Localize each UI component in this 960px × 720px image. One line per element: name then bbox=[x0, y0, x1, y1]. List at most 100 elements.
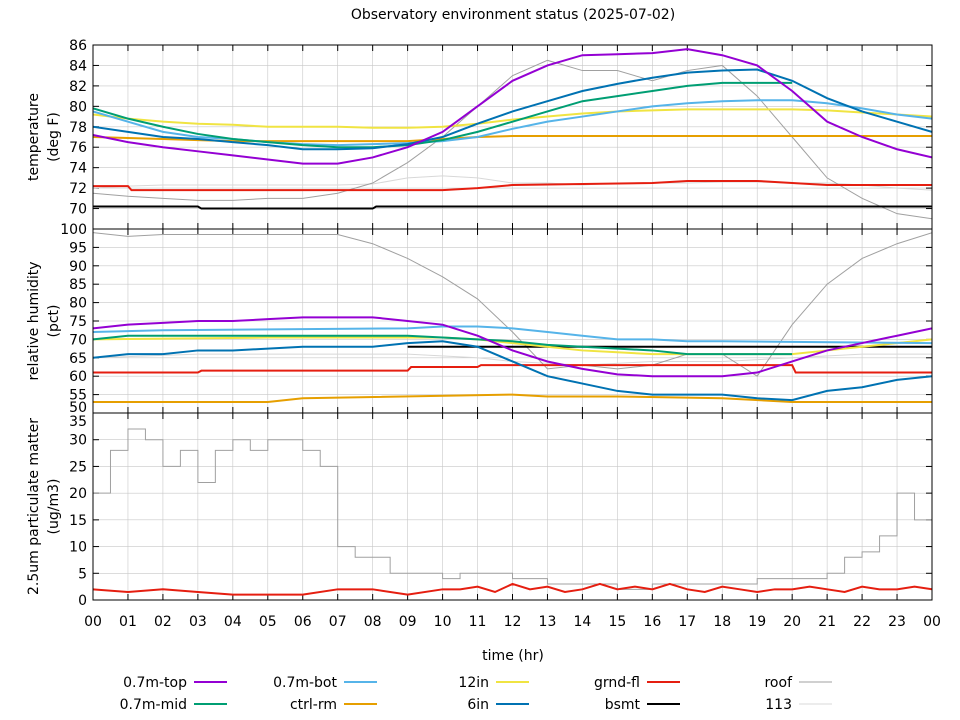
y-tick-label: 60 bbox=[69, 369, 87, 385]
legend-label: grnd-fl bbox=[594, 675, 640, 691]
series-line-07m-mid bbox=[93, 81, 793, 149]
x-tick-label: 13 bbox=[539, 614, 557, 630]
y-tick-label: 80 bbox=[69, 296, 87, 312]
legend-item: 12in bbox=[458, 675, 529, 691]
y-tick-label: 15 bbox=[69, 513, 87, 529]
y-axis-label: (ug/m3) bbox=[46, 479, 62, 535]
y-tick-label: 20 bbox=[69, 486, 87, 502]
y-tick-label: 100 bbox=[60, 222, 87, 238]
x-tick-label: 01 bbox=[119, 614, 137, 630]
legend-label: ctrl-rm bbox=[290, 697, 337, 713]
legend-item: 0.7m-top bbox=[123, 675, 227, 691]
legend: 0.7m-top 0.7m-mid 0.7m-bot ctrl-rm 12in 6in gr… bbox=[120, 675, 832, 713]
series-line-ctrl-rm bbox=[93, 393, 932, 403]
series-line-07m-bot bbox=[93, 325, 932, 345]
y-tick-label: 80 bbox=[69, 99, 87, 115]
x-tick-label: 04 bbox=[224, 614, 242, 630]
x-tick-label: 03 bbox=[189, 614, 207, 630]
y-tick-label: 65 bbox=[69, 351, 87, 367]
legend-label: 113 bbox=[765, 697, 792, 713]
series-line-bsmt bbox=[93, 205, 932, 210]
y-tick-label: 76 bbox=[69, 140, 87, 156]
legend-label: 0.7m-mid bbox=[120, 697, 187, 713]
series-line-roof bbox=[93, 59, 932, 220]
legend-item: bsmt bbox=[605, 697, 680, 713]
legend-item: grnd-fl bbox=[594, 675, 680, 691]
x-tick-label: 05 bbox=[259, 614, 277, 630]
y-axis-label: (pct) bbox=[46, 305, 62, 338]
x-tick-label: 21 bbox=[818, 614, 836, 630]
x-tick-label: 07 bbox=[329, 614, 347, 630]
x-tick-label: 08 bbox=[364, 614, 382, 630]
series-line-07m-top bbox=[93, 316, 932, 378]
legend-label: 12in bbox=[458, 675, 489, 691]
legend-label: bsmt bbox=[605, 697, 641, 713]
y-tick-label: 84 bbox=[69, 58, 87, 74]
x-tick-label: 00 bbox=[923, 614, 941, 630]
y-tick-label: 82 bbox=[69, 79, 87, 95]
y-tick-label: 5 bbox=[78, 566, 87, 582]
chart-title: Observatory environment status (2025-07-… bbox=[351, 7, 675, 23]
x-tick-label: 11 bbox=[469, 614, 487, 630]
y-tick-label: 25 bbox=[69, 459, 87, 475]
y-tick-label: 35 bbox=[69, 414, 87, 430]
panel-0: 70 72 74 76 78 80 82 84 86 temperature (deg F) bbox=[26, 38, 933, 230]
series-line-grnd-fl bbox=[93, 364, 932, 374]
x-tick-label: 22 bbox=[853, 614, 871, 630]
y-tick-label: 72 bbox=[69, 181, 87, 197]
x-tick-label: 15 bbox=[608, 614, 626, 630]
legend-label: 6in bbox=[467, 697, 489, 713]
y-tick-label: 70 bbox=[69, 332, 87, 348]
y-tick-label: 70 bbox=[69, 202, 87, 218]
x-tick-label: 00 bbox=[84, 614, 102, 630]
series-line-07m-mid bbox=[93, 334, 793, 356]
y-tick-label: 95 bbox=[69, 240, 87, 256]
y-tick-label: 0 bbox=[78, 593, 87, 609]
series-line-6in bbox=[93, 68, 932, 151]
legend-item: 0.7m-mid bbox=[120, 697, 227, 713]
legend-item: ctrl-rm bbox=[290, 697, 377, 713]
x-tick-label: 23 bbox=[888, 614, 906, 630]
series-line-grnd-fl bbox=[93, 179, 932, 192]
series-line-grnd-fl bbox=[93, 582, 932, 596]
y-axis-label: 2.5um particulate matter bbox=[26, 418, 42, 595]
y-tick-label: 78 bbox=[69, 120, 87, 136]
y-tick-label: 50 bbox=[69, 400, 87, 416]
y-tick-label: 90 bbox=[69, 259, 87, 275]
legend-item: 6in bbox=[467, 697, 529, 713]
x-tick-label: 16 bbox=[643, 614, 661, 630]
series-line-12in bbox=[93, 108, 932, 129]
series-line-ctrl-rm bbox=[93, 134, 932, 143]
x-tick-label: 20 bbox=[783, 614, 801, 630]
series-line-07m-top bbox=[93, 48, 932, 165]
x-tick-label: 17 bbox=[678, 614, 696, 630]
y-tick-label: 75 bbox=[69, 314, 87, 330]
x-tick-label: 06 bbox=[294, 614, 312, 630]
legend-label: 0.7m-bot bbox=[273, 675, 337, 691]
y-tick-label: 55 bbox=[69, 388, 87, 404]
x-tick-label: 19 bbox=[748, 614, 766, 630]
x-tick-label: 14 bbox=[574, 614, 592, 630]
x-tick-label: 18 bbox=[713, 614, 731, 630]
legend-item: roof bbox=[764, 675, 832, 691]
y-axis-label: (deg F) bbox=[46, 112, 62, 162]
legend-label: 0.7m-top bbox=[123, 675, 187, 691]
y-tick-label: 85 bbox=[69, 277, 87, 293]
panel-border bbox=[92, 412, 933, 601]
y-tick-label: 74 bbox=[69, 161, 87, 177]
series-line-6in bbox=[93, 340, 932, 402]
x-axis-label: time (hr) bbox=[482, 648, 544, 664]
y-axis-label: relative humidity bbox=[26, 261, 42, 380]
x-tick-label: 09 bbox=[399, 614, 417, 630]
legend-item: 0.7m-bot bbox=[273, 675, 377, 691]
y-tick-label: 30 bbox=[69, 433, 87, 449]
x-tick-label: 02 bbox=[154, 614, 172, 630]
x-tick-label: 12 bbox=[504, 614, 522, 630]
y-tick-label: 10 bbox=[69, 540, 87, 556]
y-axis-label: temperature bbox=[26, 93, 42, 181]
